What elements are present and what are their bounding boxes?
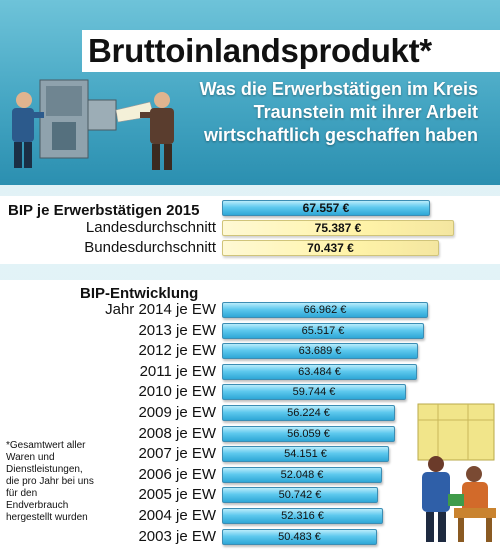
bar — [222, 508, 383, 524]
value-label: 59.744 € — [292, 386, 336, 398]
subtitle-line: wirtschaftlich geschaffen haben — [203, 125, 478, 145]
title-box — [82, 30, 500, 72]
value-label: 75.387 € — [314, 221, 362, 235]
bar — [222, 240, 439, 256]
bar — [222, 323, 424, 339]
value-label: 52.048 € — [280, 469, 324, 481]
category-label: 2012 je EW — [138, 342, 216, 359]
value-label: 63.689 € — [298, 345, 342, 357]
bar — [222, 529, 377, 545]
value-label: 66.962 € — [303, 304, 347, 316]
bar — [222, 467, 382, 483]
bar — [222, 220, 454, 236]
category-label: Landesdurchschnitt — [85, 219, 216, 236]
category-label: Bundesdurchschnitt — [84, 239, 216, 256]
value-label: 67.557 € — [302, 201, 350, 215]
chart-title: BIP je Erwerbstätigen 2015 — [8, 202, 200, 219]
value-label: 65.517 € — [301, 325, 345, 337]
bar — [222, 487, 378, 503]
bar — [222, 364, 417, 380]
bar — [222, 200, 430, 216]
value-label: 63.484 € — [298, 366, 341, 378]
category-label: 2006 je EW — [138, 466, 216, 483]
bar — [222, 384, 406, 400]
bar — [222, 302, 428, 318]
value-label: 56.059 € — [287, 428, 330, 440]
value-label: 50.742 € — [278, 489, 322, 501]
subtitle-line: Traunstein mit ihrer Arbeit — [253, 102, 478, 122]
value-label: 70.437 € — [307, 241, 354, 255]
category-label: 2009 je EW — [138, 404, 216, 421]
category-label: 2007 je EW — [138, 445, 216, 462]
bar — [222, 426, 395, 442]
bar — [222, 446, 389, 462]
category-label: 2004 je EW — [138, 507, 216, 524]
category-label: 2010 je EW — [138, 383, 216, 400]
value-label: 54.151 € — [284, 448, 327, 460]
value-label: 50.483 € — [278, 531, 321, 543]
value-label: 52.316 € — [281, 510, 324, 522]
category-label: 2013 je EW — [138, 322, 216, 339]
category-label: 2005 je EW — [138, 486, 216, 503]
category-label: 2003 je EW — [138, 528, 216, 545]
value-label: 56.224 € — [287, 407, 330, 419]
office-workers-illustration — [417, 403, 496, 542]
category-label: 2008 je EW — [138, 425, 216, 442]
category-label: Jahr 2014 je EW — [105, 301, 216, 318]
category-label: 2011 je EW — [139, 363, 216, 380]
bar — [222, 405, 395, 421]
chart-title: BIP-Entwicklung — [80, 285, 199, 302]
subtitle: Was die Erwerbstätigen im Kreis Traunste… — [138, 78, 478, 147]
footnote: *Gesamtwert aller Waren und Dienstleistu… — [6, 440, 94, 523]
page-title: Bruttoinlandsprodukt* — [88, 32, 432, 69]
workers-machine-illustration — [12, 79, 174, 170]
subtitle-line: Was die Erwerbstätigen im Kreis — [199, 79, 478, 99]
bar — [222, 343, 418, 359]
